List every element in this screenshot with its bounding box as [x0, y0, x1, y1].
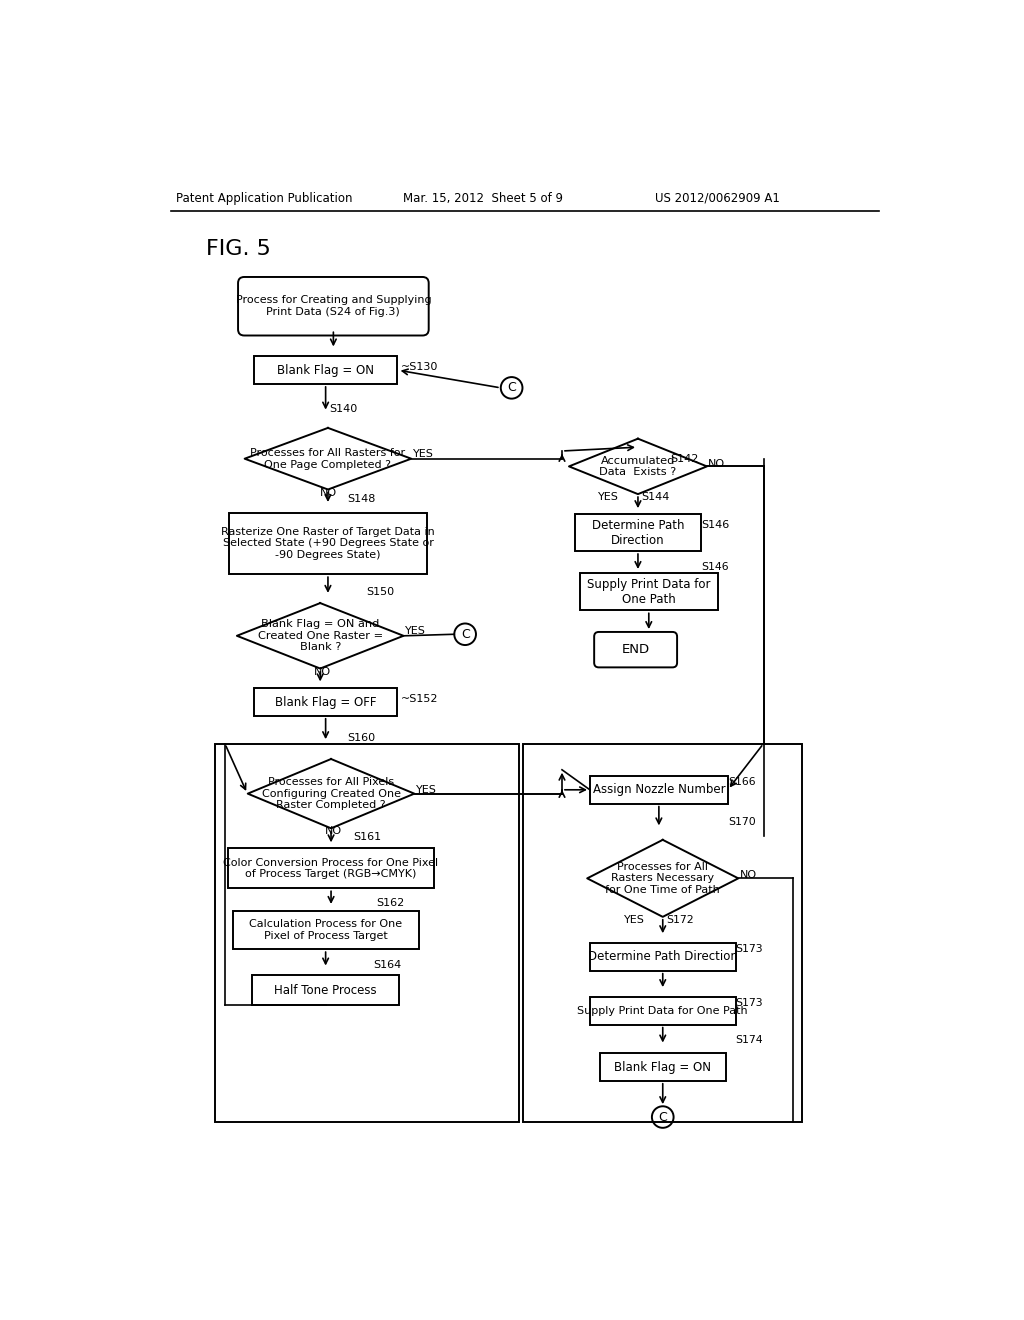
Text: YES: YES: [624, 915, 645, 925]
Text: Determine Path
Direction: Determine Path Direction: [592, 519, 684, 546]
Text: ~S130: ~S130: [400, 362, 438, 372]
Text: Processes for All Pixels
Configuring Created One
Raster Completed ?: Processes for All Pixels Configuring Cre…: [261, 777, 400, 810]
Text: Color Conversion Process for One Pixel
of Process Target (RGB→CMYK): Color Conversion Process for One Pixel o…: [223, 858, 438, 879]
FancyBboxPatch shape: [252, 975, 399, 1005]
Text: YES: YES: [414, 449, 434, 459]
Text: C: C: [461, 628, 469, 640]
FancyBboxPatch shape: [523, 743, 802, 1122]
Text: Supply Print Data for One Path: Supply Print Data for One Path: [578, 1006, 749, 1016]
Text: S144: S144: [641, 492, 670, 502]
FancyBboxPatch shape: [590, 942, 735, 970]
Polygon shape: [569, 438, 707, 494]
Polygon shape: [248, 759, 415, 829]
Text: S160: S160: [347, 733, 376, 743]
FancyBboxPatch shape: [590, 776, 728, 804]
Text: S146: S146: [701, 520, 730, 529]
Text: Blank Flag = ON and
Created One Raster =
Blank ?: Blank Flag = ON and Created One Raster =…: [258, 619, 383, 652]
Text: S161: S161: [352, 832, 381, 842]
Text: Blank Flag = ON: Blank Flag = ON: [614, 1060, 712, 1073]
FancyBboxPatch shape: [590, 997, 735, 1024]
FancyBboxPatch shape: [575, 515, 700, 552]
Text: NO: NO: [314, 667, 331, 677]
Text: Half Tone Process: Half Tone Process: [274, 983, 377, 997]
FancyBboxPatch shape: [254, 356, 397, 384]
Text: S148: S148: [347, 494, 376, 504]
Text: Rasterize One Raster of Target Data in
Selected State (+90 Degrees State or
-90 : Rasterize One Raster of Target Data in S…: [221, 527, 435, 560]
Polygon shape: [245, 428, 412, 490]
FancyBboxPatch shape: [254, 688, 397, 715]
Text: S140: S140: [330, 404, 357, 413]
Text: Mar. 15, 2012  Sheet 5 of 9: Mar. 15, 2012 Sheet 5 of 9: [403, 191, 563, 205]
FancyBboxPatch shape: [580, 573, 718, 610]
Text: C: C: [507, 381, 516, 395]
Text: YES: YES: [406, 626, 426, 636]
FancyBboxPatch shape: [238, 277, 429, 335]
Text: Accumulated
Data  Exists ?: Accumulated Data Exists ?: [599, 455, 677, 478]
Text: Supply Print Data for
One Path: Supply Print Data for One Path: [587, 578, 711, 606]
Polygon shape: [237, 603, 403, 668]
FancyBboxPatch shape: [232, 911, 419, 949]
FancyBboxPatch shape: [215, 743, 519, 1122]
Text: S174: S174: [735, 1035, 763, 1045]
Text: Blank Flag = OFF: Blank Flag = OFF: [274, 696, 377, 709]
Text: YES: YES: [417, 785, 437, 795]
Text: S172: S172: [666, 915, 693, 925]
FancyBboxPatch shape: [594, 632, 677, 668]
Text: NO: NO: [740, 870, 758, 879]
Text: US 2012/0062909 A1: US 2012/0062909 A1: [655, 191, 780, 205]
Text: ~S152: ~S152: [400, 694, 438, 704]
Polygon shape: [587, 840, 738, 917]
Text: NO: NO: [325, 826, 342, 837]
Text: S166: S166: [729, 777, 757, 787]
Text: S142: S142: [671, 454, 698, 463]
Text: YES: YES: [598, 492, 618, 502]
Text: FIG. 5: FIG. 5: [206, 239, 270, 259]
Text: S170: S170: [729, 817, 757, 828]
Text: Assign Nozzle Number: Assign Nozzle Number: [593, 783, 725, 796]
Text: S173: S173: [735, 944, 763, 954]
Text: Blank Flag = ON: Blank Flag = ON: [278, 363, 374, 376]
FancyBboxPatch shape: [600, 1053, 726, 1081]
Text: END: END: [622, 643, 649, 656]
Text: Processes for All Rasters for
One Page Completed ?: Processes for All Rasters for One Page C…: [251, 447, 406, 470]
FancyBboxPatch shape: [228, 849, 434, 888]
Text: S173: S173: [735, 998, 763, 1008]
Text: C: C: [658, 1110, 667, 1123]
Text: NO: NO: [708, 459, 725, 469]
Text: Calculation Process for One
Pixel of Process Target: Calculation Process for One Pixel of Pro…: [249, 919, 402, 941]
Text: Processes for All
Rasters Necessary
for One Time of Path: Processes for All Rasters Necessary for …: [605, 862, 720, 895]
FancyBboxPatch shape: [229, 512, 427, 574]
Text: S162: S162: [376, 898, 404, 908]
Text: S146: S146: [701, 561, 729, 572]
Text: Determine Path Direction: Determine Path Direction: [588, 950, 737, 964]
Text: S164: S164: [374, 960, 402, 970]
Text: NO: NO: [321, 487, 337, 498]
Text: Patent Application Publication: Patent Application Publication: [176, 191, 352, 205]
Text: S150: S150: [367, 587, 395, 597]
Text: Process for Creating and Supplying
Print Data (S24 of Fig.3): Process for Creating and Supplying Print…: [236, 296, 431, 317]
